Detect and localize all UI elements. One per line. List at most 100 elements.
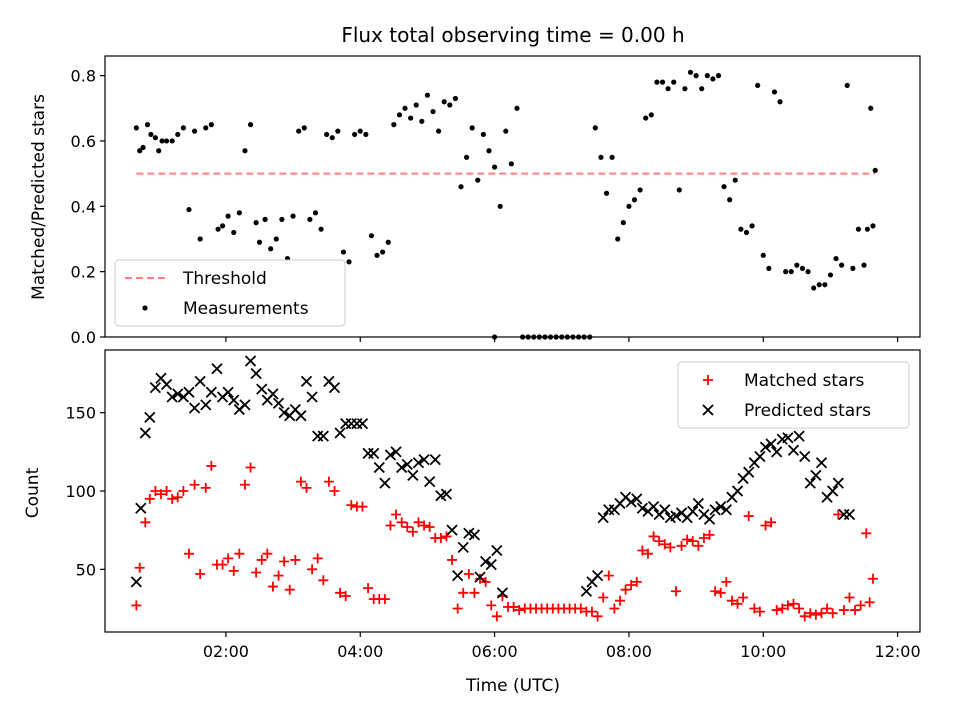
data-point — [131, 600, 142, 611]
y-tick-label: 150 — [65, 404, 96, 423]
data-point — [301, 482, 312, 493]
data-point — [144, 493, 155, 504]
data-point — [356, 417, 369, 430]
data-point — [200, 399, 212, 411]
data-point — [251, 567, 262, 578]
data-point — [491, 544, 503, 557]
data-point — [637, 545, 648, 556]
data-point — [273, 570, 284, 581]
data-point — [777, 603, 788, 614]
data-point — [140, 144, 146, 151]
x-tick-label: 04:00 — [337, 642, 383, 661]
data-point — [822, 282, 828, 288]
data-point — [591, 569, 604, 582]
data-point — [155, 489, 166, 500]
data-point — [380, 249, 386, 255]
data-point — [799, 265, 806, 271]
data-point — [334, 427, 346, 439]
data-point — [296, 128, 302, 134]
x-tick-label: 08:00 — [606, 642, 652, 661]
data-point — [267, 581, 278, 592]
data-point — [186, 206, 192, 213]
data-point — [452, 603, 463, 614]
data-point — [391, 509, 402, 520]
x-tick-label: 02:00 — [203, 642, 249, 661]
data-point — [738, 226, 744, 232]
data-point — [183, 386, 195, 398]
data-point — [575, 603, 586, 614]
data-point — [519, 334, 526, 340]
data-point — [236, 210, 242, 216]
data-point — [765, 438, 777, 450]
data-point — [486, 600, 497, 611]
data-point — [424, 475, 436, 488]
data-point — [130, 576, 142, 588]
data-point — [390, 446, 402, 458]
data-point — [609, 154, 615, 160]
legend-label: Predicted stars — [744, 401, 871, 421]
data-point — [536, 334, 542, 340]
data-point — [749, 603, 760, 614]
data-point — [547, 334, 554, 340]
data-point — [491, 334, 498, 340]
data-point — [760, 520, 771, 531]
data-point — [782, 600, 793, 611]
x-axis-label: Time (UTC) — [465, 676, 560, 696]
data-point — [279, 216, 285, 222]
data-point — [139, 427, 151, 439]
data-point — [731, 485, 744, 497]
data-point — [424, 522, 435, 533]
data-point — [771, 446, 783, 458]
data-point — [430, 108, 436, 115]
data-point — [242, 148, 248, 154]
data-point — [223, 553, 234, 564]
data-point — [340, 249, 347, 255]
data-point — [816, 608, 827, 619]
data-point — [189, 479, 200, 490]
data-point — [468, 529, 481, 541]
data-point — [743, 466, 755, 478]
data-point — [609, 603, 620, 614]
data-point — [144, 411, 156, 424]
data-point — [794, 262, 800, 268]
data-point — [368, 447, 380, 460]
data-point — [385, 520, 396, 531]
data-point — [329, 486, 340, 496]
legend-box — [677, 361, 910, 429]
top-y-axis-label: Matched/Predicted stars — [29, 94, 49, 300]
data-point — [659, 79, 666, 85]
data-point — [603, 570, 614, 581]
legend-measurements-label: Measurements — [183, 299, 309, 319]
y-tick-label: 0.0 — [71, 328, 96, 347]
data-point — [844, 82, 850, 89]
data-point — [256, 383, 268, 395]
data-point — [503, 128, 509, 134]
data-point — [715, 73, 722, 79]
data-point — [318, 226, 324, 232]
data-point — [267, 388, 279, 400]
data-point — [152, 135, 158, 141]
data-point — [363, 131, 369, 138]
data-point — [553, 334, 559, 340]
data-point — [491, 611, 502, 622]
data-point — [373, 461, 385, 474]
data-point — [833, 255, 839, 262]
data-point — [149, 381, 162, 394]
data-point — [295, 476, 306, 487]
data-point — [273, 236, 279, 242]
data-point — [458, 587, 469, 598]
data-point — [268, 246, 274, 252]
data-point — [868, 105, 874, 111]
data-point — [396, 112, 403, 118]
data-point — [559, 334, 565, 340]
data-point — [759, 441, 772, 453]
data-point — [670, 510, 682, 522]
x-tick-label: 10:00 — [740, 642, 786, 661]
data-point — [699, 86, 705, 92]
data-point — [200, 482, 211, 493]
data-point — [508, 601, 519, 612]
data-point — [833, 509, 844, 520]
data-point — [732, 598, 743, 609]
data-point — [749, 223, 755, 229]
